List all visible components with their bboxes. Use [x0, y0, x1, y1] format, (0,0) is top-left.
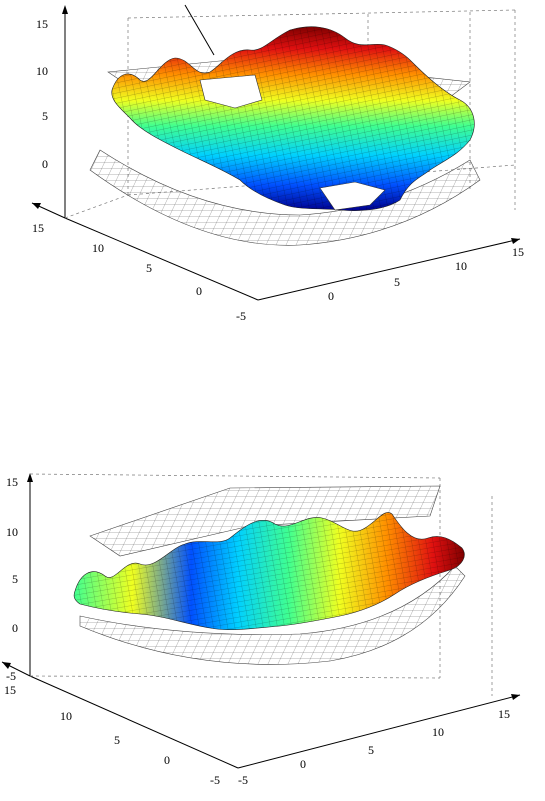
y-ticks-top: 15 10 5 0	[32, 221, 202, 298]
colored-surface-bottom	[73, 512, 465, 631]
surface-plot-top: 15 10 5 0 15 10 5 0 -5 0 5 10 15	[0, 0, 545, 330]
x-tick-label: 15	[498, 707, 510, 721]
surface-plot-bottom: 15 10 5 0 -5 15 10 5 0 -5 -5 0 5 10 15	[0, 466, 545, 796]
z-tick-label: 15	[6, 475, 18, 489]
y-tick-label: 5	[146, 261, 152, 275]
z-tick-label: 5	[42, 109, 48, 123]
y-tick-label: 10	[60, 709, 72, 723]
y-tick-label: -5	[210, 773, 220, 787]
y-axis-arrow	[32, 203, 41, 209]
front-base-left	[64, 217, 259, 301]
z-tick-label: 10	[6, 525, 18, 539]
annotation-leader-line	[184, 4, 215, 56]
z-ticks-top: 15 10 5 0	[36, 17, 48, 171]
x-axis-arrow	[511, 238, 520, 244]
z-axis-arrow	[62, 5, 68, 14]
x-tick-label: 10	[455, 259, 467, 273]
z-axis-arrow	[27, 473, 33, 482]
x-tick-label: 0	[300, 757, 306, 771]
y-tick-label: 5	[114, 733, 120, 747]
wireframe-bowl-bottom	[79, 565, 466, 665]
z-ticks-bottom: 15 10 5 0 -5	[6, 475, 18, 683]
y-ticks-bottom: 15 10 5 0 -5	[4, 683, 220, 787]
x-tick-label: 5	[394, 275, 400, 289]
y-tick-label: 0	[164, 753, 170, 767]
plot-box-bottom	[1, 473, 521, 769]
x-ticks-top: -5 0 5 10 15	[236, 245, 524, 323]
x-ticks-bottom: -5 0 5 10 15	[238, 707, 510, 787]
x-axis-arrow	[511, 694, 520, 700]
x-tick-label: 15	[512, 245, 524, 259]
x-axis-line	[257, 238, 521, 301]
y-axis-arrow	[2, 662, 11, 669]
x-tick-label: -5	[236, 309, 246, 323]
x-tick-label: 5	[368, 743, 374, 757]
x-tick-label: -5	[238, 773, 248, 787]
y-tick-label: 15	[32, 221, 44, 235]
surface-plot-bottom-svg: 15 10 5 0 -5 15 10 5 0 -5 -5 0 5 10 15	[1, 473, 521, 787]
z-tick-label: 10	[36, 64, 48, 78]
y-tick-label: 10	[92, 241, 104, 255]
x-tick-label: 0	[328, 289, 334, 303]
z-tick-label: 0	[42, 157, 48, 171]
y-tick-label: 0	[196, 284, 202, 298]
z-tick-label: -5	[6, 669, 16, 683]
surface-plot-top-svg: 15 10 5 0 15 10 5 0 -5 0 5 10 15	[31, 4, 524, 323]
y-tick-label: 15	[4, 683, 16, 697]
z-tick-label: 0	[12, 621, 18, 635]
colored-surface-top	[111, 26, 475, 211]
x-axis-line	[237, 694, 521, 769]
wireframe-bowl-top	[89, 149, 481, 246]
z-tick-label: 5	[12, 572, 18, 586]
z-tick-label: 15	[36, 17, 48, 31]
x-tick-label: 10	[432, 725, 444, 739]
front-base-left	[29, 675, 239, 769]
